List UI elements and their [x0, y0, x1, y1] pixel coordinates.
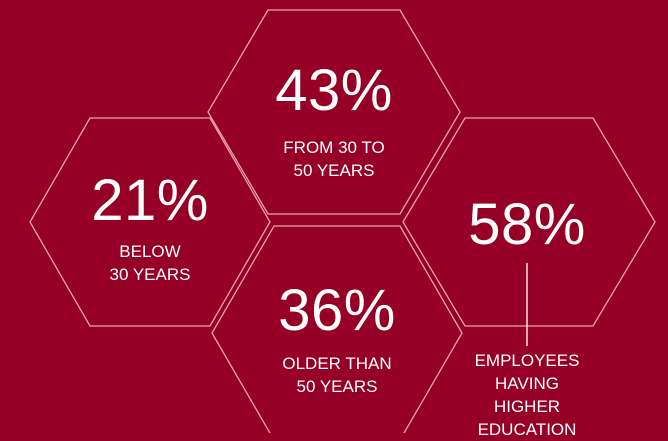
stat-label: FROM 30 TO 50 YEARS [283, 138, 385, 180]
hexagon-left [29, 117, 271, 327]
stat-higher-education-label: EMPLOYEES HAVING HIGHER EDUCATION [467, 349, 587, 441]
stat-higher-education: 58% [427, 196, 627, 254]
stat-percent: 36% [278, 278, 396, 343]
stat-label: BELOW 30 YEARS [109, 242, 191, 284]
stat-percent: 43% [275, 58, 393, 123]
stat-percent: 21% [91, 168, 209, 233]
stat-percent: 58% [468, 192, 586, 257]
stat-label: OLDER THAN 50 YEARS [282, 354, 392, 396]
stat-label: EMPLOYEES HAVING HIGHER EDUCATION [474, 351, 580, 439]
stat-age-over-50: 36% OLDER THAN 50 YEARS [237, 282, 437, 398]
stat-age-30-50: 43% FROM 30 TO 50 YEARS [234, 62, 434, 182]
stat-age-below-30: 21% BELOW 30 YEARS [50, 172, 250, 286]
hexagon-right [402, 117, 656, 327]
hexagon-bottom [211, 225, 463, 433]
hexagon-top [207, 9, 461, 215]
